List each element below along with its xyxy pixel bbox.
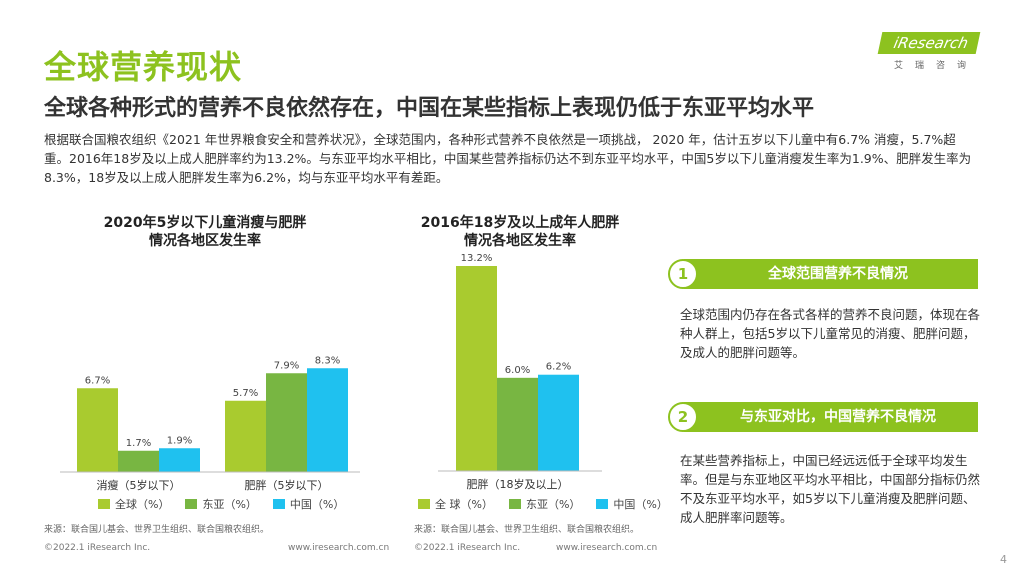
- logo-sub: 艾瑞咨询: [894, 61, 979, 71]
- chart2-legend-item-china: 中国（%）: [596, 496, 668, 512]
- bar-1-1: [456, 266, 497, 471]
- legend-swatch-icon: [185, 499, 198, 509]
- chart2-title: 2016年18岁及以上成年人肥胖 情况各地区发生率: [390, 214, 650, 250]
- data-label-1-1: 13.2%: [461, 253, 493, 264]
- category-label-1: 肥胖（18岁及以上）: [467, 477, 569, 491]
- data-label-2-2: 7.9%: [274, 360, 299, 371]
- category-label-1: 消瘦（5岁以下）: [97, 478, 181, 492]
- category-label-2: 肥胖（5岁以下）: [245, 478, 329, 492]
- legend-swatch-icon: [272, 499, 285, 509]
- bar-2-1: [225, 400, 266, 472]
- bar-1-3: [538, 374, 579, 471]
- chart1-legend-item-eastasia: 东亚（%）: [185, 496, 257, 512]
- chart1-source: 来源：联合国儿基会、世界卫生组织、联合国粮农组织。: [44, 525, 270, 535]
- bar-1-1: [77, 388, 118, 472]
- chart2-legend-label-china: 中国（%）: [613, 498, 668, 511]
- bar-1-3: [159, 448, 200, 472]
- data-label-1-3: 6.2%: [546, 362, 571, 373]
- chart2-source: 来源：联合国儿基会、世界卫生组织、联合国粮农组织。: [414, 525, 640, 535]
- chart1-title: 2020年5岁以下儿童消瘦与肥胖 情况各地区发生率: [60, 214, 350, 250]
- chart1-legend-label-china: 中国（%）: [289, 498, 345, 511]
- chart1-legend: 全球（%） 东亚（%） 中国（%）: [98, 496, 344, 512]
- chart2-svg: 13.2% 6.0% 6.2% 肥胖（18岁及以上）: [438, 253, 602, 491]
- footer-url-right: www.iresearch.com.cn: [556, 543, 658, 553]
- panel1-header: 1 全球范围营养不良情况: [668, 259, 978, 289]
- iresearch-logo: iResearch 艾瑞咨询: [877, 32, 990, 72]
- bar-2-3: [307, 368, 348, 472]
- data-label-2-1: 5.7%: [233, 388, 258, 399]
- chart1-legend-label-global: 全球（%）: [115, 498, 170, 511]
- legend-swatch-icon: [418, 499, 430, 509]
- panel2-header: 2 与东亚对比，中国营养不良情况: [668, 402, 978, 432]
- bar-1-2: [118, 450, 159, 472]
- chart2-title-line2: 情况各地区发生率: [464, 233, 576, 249]
- page-subtitle: 全球各种形式的营养不良依然存在，中国在某些指标上表现仍低于东亚平均水平: [44, 96, 815, 121]
- bar-2-2: [266, 373, 307, 472]
- chart1-legend-item-global: 全球（%）: [98, 496, 169, 512]
- chart2-legend-item-global: 全 球（%）: [418, 496, 493, 512]
- chart1-title-line1: 2020年5岁以下儿童消瘦与肥胖: [103, 215, 307, 231]
- legend-swatch-icon: [98, 499, 110, 509]
- chart2-legend-label-eastasia: 东亚（%）: [525, 498, 581, 511]
- panel1-number: 1: [668, 259, 698, 289]
- chart1-legend-label-eastasia: 东亚（%）: [202, 498, 257, 511]
- legend-swatch-icon: [596, 499, 609, 509]
- panel1-text: 全球范围内仍存在各式各样的营养不良问题，体现在各种人群上，包括5岁以下儿童常见的…: [680, 307, 981, 360]
- footer-url-left: www.iresearch.com.cn: [288, 543, 390, 553]
- panel2-label: 与东亚对比，中国营养不良情况: [684, 402, 978, 432]
- panel2-number: 2: [668, 402, 698, 432]
- data-label-1-2: 1.7%: [126, 438, 151, 449]
- page-number: 4: [1000, 553, 1007, 566]
- data-label-1-2: 6.0%: [505, 365, 530, 376]
- intro-paragraph: 根据联合国粮农组织《2021 年世界粮食安全和营养状况》，全球范围内，各种形式营…: [44, 132, 972, 185]
- chart2-legend-item-eastasia: 东亚（%）: [508, 496, 581, 512]
- footer-copyright-right: ©2022.1 iResearch Inc.: [414, 543, 521, 553]
- data-label-1-3: 1.9%: [167, 435, 192, 446]
- page-title: 全球营养现状: [44, 48, 243, 86]
- chart1-title-line2: 情况各地区发生率: [149, 233, 261, 249]
- chart2-title-line1: 2016年18岁及以上成年人肥胖: [420, 215, 620, 231]
- chart2-legend: 全 球（%） 东亚（%） 中国（%）: [418, 496, 668, 512]
- logo-brand: iResearch: [877, 32, 981, 54]
- chart2-legend-label-global: 全 球（%）: [435, 498, 493, 511]
- panel1-label: 全球范围营养不良情况: [684, 259, 978, 289]
- bar-1-2: [497, 377, 538, 471]
- legend-swatch-icon: [508, 499, 521, 509]
- chart1-legend-item-china: 中国（%）: [272, 496, 345, 512]
- data-label-1-1: 6.7%: [85, 375, 110, 386]
- panel2-text: 在某些营养指标上，中国已经远远低于全球平均发生率。但是与东亚地区平均水平相比，中…: [680, 453, 981, 525]
- footer-copyright-left: ©2022.1 iResearch Inc.: [44, 543, 151, 553]
- data-label-2-3: 8.3%: [315, 355, 340, 366]
- chart1-svg: 6.7% 1.7% 1.9% 消瘦（5岁以下） 5.7% 7.9% 8.3% 肥胖（5岁以下）: [60, 355, 360, 492]
